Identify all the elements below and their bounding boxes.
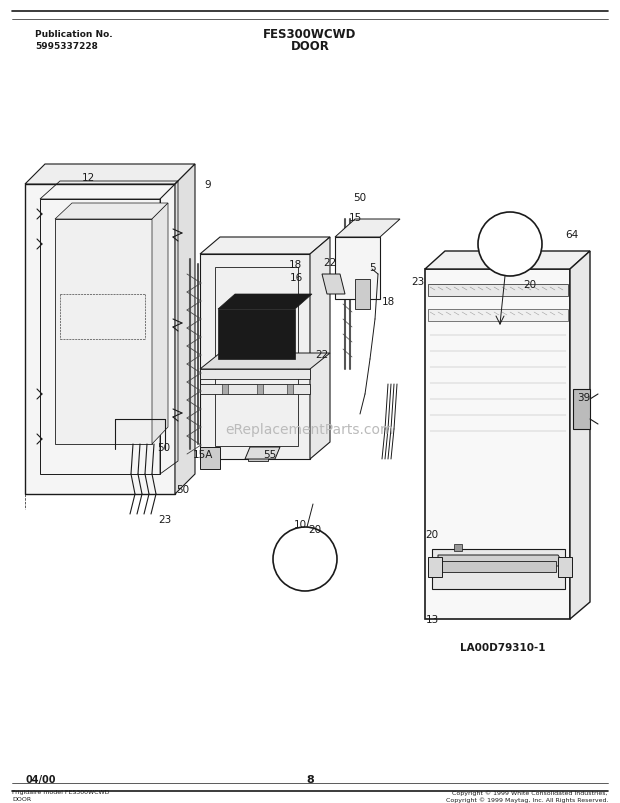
Text: 16: 16 [290,273,303,283]
Text: 20: 20 [523,279,536,290]
Polygon shape [200,353,330,369]
Text: 5: 5 [369,263,375,273]
Polygon shape [200,447,220,470]
Polygon shape [440,561,556,573]
Polygon shape [310,238,330,459]
Text: 39: 39 [577,393,591,402]
Polygon shape [25,185,175,495]
Polygon shape [200,238,330,255]
Text: eReplacementParts.com: eReplacementParts.com [226,422,394,437]
Polygon shape [428,310,568,321]
Polygon shape [257,385,263,394]
Text: 55: 55 [264,450,277,459]
Text: 20: 20 [425,529,438,540]
Polygon shape [428,284,568,296]
Text: 20: 20 [308,524,322,534]
Text: Publication No.: Publication No. [35,30,113,39]
Polygon shape [558,557,572,577]
Polygon shape [454,544,462,552]
Text: 9: 9 [205,180,211,190]
Text: 8: 8 [306,774,314,784]
Text: 5995337228: 5995337228 [35,42,98,51]
Polygon shape [245,447,280,459]
Polygon shape [55,220,152,444]
Polygon shape [438,556,565,566]
Text: LA00D79310-1: LA00D79310-1 [460,642,546,652]
Text: DOOR: DOOR [12,796,31,801]
Polygon shape [573,389,590,430]
Polygon shape [322,275,345,295]
Polygon shape [55,204,168,220]
Polygon shape [425,251,590,270]
Polygon shape [248,451,268,462]
Polygon shape [222,385,228,394]
Text: Copyright © 1999 White Consolidated Industries,: Copyright © 1999 White Consolidated Indu… [453,789,608,795]
Polygon shape [152,204,168,444]
Polygon shape [218,295,312,310]
Text: 22: 22 [316,349,329,360]
Polygon shape [218,310,295,360]
Text: 50: 50 [177,484,190,495]
Polygon shape [335,220,400,238]
Text: 64: 64 [565,230,578,240]
Polygon shape [335,238,380,300]
Text: 10: 10 [293,520,306,529]
Text: DOOR: DOOR [291,40,329,53]
Text: Copyright © 1999 Maytag, Inc. All Rights Reserved.: Copyright © 1999 Maytag, Inc. All Rights… [446,796,608,801]
Polygon shape [287,385,293,394]
Polygon shape [432,549,565,589]
Text: Frigidaire model FES300WCWD: Frigidaire model FES300WCWD [12,789,110,794]
Circle shape [478,213,542,277]
Text: 04/00: 04/00 [25,774,56,784]
Text: 23: 23 [412,277,425,287]
Polygon shape [200,369,310,380]
Text: 13: 13 [425,614,438,624]
Text: 23: 23 [158,515,172,524]
Text: 15: 15 [348,213,361,222]
Text: 22: 22 [324,258,337,267]
Polygon shape [355,279,370,310]
Polygon shape [25,165,195,185]
Polygon shape [428,557,442,577]
Polygon shape [200,255,310,459]
Circle shape [273,528,337,591]
Text: 50: 50 [353,193,366,202]
Text: FES300WCWD: FES300WCWD [264,28,356,41]
Polygon shape [175,165,195,495]
Text: 50: 50 [157,442,170,452]
Polygon shape [425,270,570,619]
Text: 18: 18 [381,296,394,307]
Polygon shape [570,251,590,619]
Polygon shape [200,385,310,394]
Text: 12: 12 [81,173,95,183]
Text: 15A: 15A [193,450,213,459]
Text: 18: 18 [288,259,301,270]
